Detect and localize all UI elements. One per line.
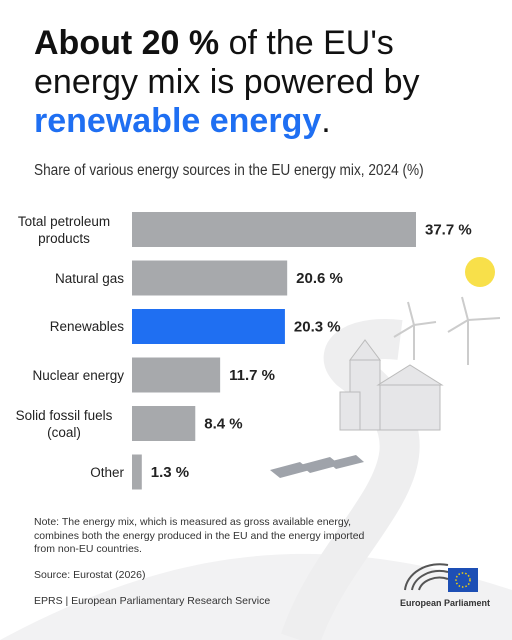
solar-panels (270, 455, 364, 478)
subtitle: Share of various energy sources in the E… (34, 162, 424, 179)
value-label: 37.7 % (425, 221, 472, 238)
value-label: 8.4 % (204, 415, 242, 432)
village (339, 339, 444, 431)
title-text: . (321, 102, 331, 140)
value-label: 1.3 % (151, 464, 189, 481)
category-label: Other (90, 464, 124, 480)
bar (132, 406, 196, 441)
credit: EPRS | European Parliamentary Research S… (34, 595, 271, 607)
wind-turbines (393, 296, 501, 365)
value-label: 20.3 % (294, 318, 341, 335)
category-label: Nuclear energy (32, 367, 124, 383)
bar (132, 357, 221, 393)
category-box: Renewables (4, 307, 124, 347)
title-text: About 20 % (34, 24, 220, 62)
value-label: 11.7 % (229, 367, 275, 384)
sun (465, 257, 495, 287)
bar (132, 454, 142, 490)
category-label: Solid fossil fuels (coal) (15, 407, 113, 440)
category-box: Other (4, 452, 124, 492)
title-line: renewable energy. (34, 102, 420, 141)
title-line: About 20 % of the EU's (34, 24, 420, 63)
bar (132, 260, 288, 296)
bar (132, 212, 416, 247)
eu-logo (404, 563, 478, 592)
title: About 20 % of the EU's energy mix is powe… (34, 24, 420, 141)
source: Source: Eurostat (2026) (34, 569, 146, 581)
note: Note: The energy mix, which is measured … (34, 516, 365, 555)
title-text: energy mix is powered by (34, 63, 420, 101)
category-box: Total petroleum products (4, 210, 124, 250)
category-box: Nuclear energy (4, 355, 124, 395)
category-label: Renewables (49, 319, 124, 334)
title-text: of the EU's (219, 24, 394, 62)
title-line: energy mix is powered by (34, 63, 420, 102)
background-curve (0, 553, 512, 640)
category-label: Natural gas (54, 270, 124, 286)
category-label: Total petroleum products (17, 213, 111, 246)
value-label: 20.6 % (296, 270, 343, 287)
category-box: Natural gas (4, 258, 124, 298)
title-text: renewable energy (34, 102, 322, 140)
bar (132, 309, 285, 344)
logo-text: European Parliament (400, 598, 491, 608)
category-box: Solid fossil fuels (coal) (4, 404, 124, 444)
